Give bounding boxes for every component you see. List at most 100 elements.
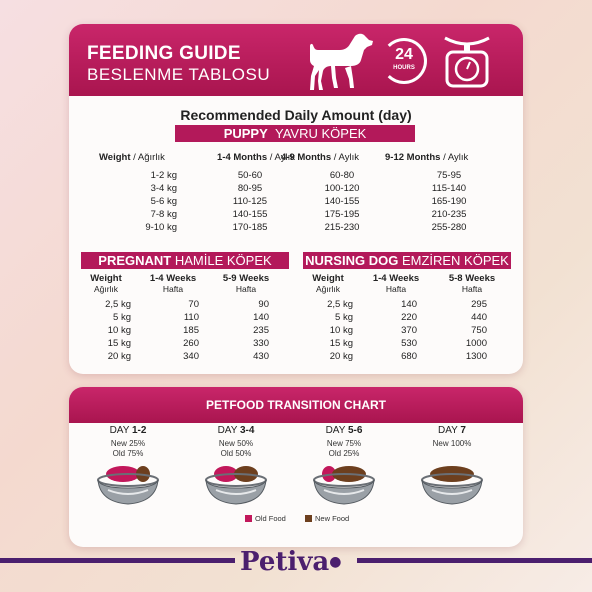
bowl-shine — [107, 489, 149, 495]
title-tr: BESLENME TABLOSU — [87, 65, 271, 84]
bowl-body — [97, 479, 159, 505]
bowl-body — [205, 479, 267, 505]
nursing-header-5-8: 5-8 Weeks Hafta — [448, 273, 496, 295]
bowl-graphic — [313, 466, 375, 505]
puppy-cell: 210-235 — [431, 209, 467, 220]
nursing-cell: 370 — [401, 325, 417, 336]
puppy-section-bar: PUPPY YAVRU KÖPEK — [175, 125, 415, 142]
24-hours-icon: 24 HOURS — [381, 38, 427, 84]
pregnant-cell: 430 — [253, 351, 269, 362]
puppy-cell: 5-6 kg — [150, 196, 177, 207]
pregnant-label-tr: HAMİLE KÖPEK — [174, 253, 272, 268]
nursing-cell: 440 — [471, 312, 487, 323]
nursing-section-bar: NURSING DOG EMZİREN KÖPEK — [303, 252, 511, 269]
pregnant-cell: 235 — [253, 325, 269, 336]
pregnant-cell: 330 — [253, 338, 269, 349]
puppy-cell: 140-155 — [232, 209, 268, 220]
pregnant-cell: 260 — [183, 338, 199, 349]
legend-old-food: Old Food — [245, 514, 286, 523]
nursing-cell: 295 — [471, 299, 487, 310]
puppy-cell: 60-80 — [329, 170, 355, 181]
feeding-guide-header: FEEDING GUIDE BESLENME TABLOSU 24 HOURS — [69, 24, 523, 96]
transition-header: PETFOOD TRANSITION CHART — [69, 387, 523, 423]
nursing-header-1-4: 1-4 Weeks Hafta — [372, 273, 420, 295]
legend-new-food: New Food — [305, 514, 349, 523]
day-label: DAY 5-6 — [325, 425, 363, 436]
food-bowl-day-5-6 — [309, 460, 379, 510]
recommended-daily-amount-title: Recommended Daily Amount (day) — [180, 107, 412, 123]
nursing-label-en: NURSING DOG — [305, 253, 399, 268]
bowl-graphic — [205, 466, 267, 505]
day-label: DAY 7 — [438, 425, 466, 436]
food-bowl-day-7 — [417, 460, 487, 510]
pregnant-cell: 340 — [183, 351, 199, 362]
puppy-cell: 50-60 — [237, 170, 263, 181]
pregnant-cell: 2,5 kg — [105, 299, 131, 310]
puppy-cell: 115-140 — [431, 183, 467, 194]
bowl-shine — [431, 489, 473, 495]
puppy-cell: 215-230 — [324, 222, 360, 233]
day-mix: New 75% Old 25% — [326, 439, 362, 458]
title-en: FEEDING GUIDE — [87, 43, 241, 64]
puppy-header-weight: Weight / Ağırlık — [99, 152, 165, 163]
puppy-cell: 80-95 — [237, 183, 263, 194]
pregnant-cell: 15 kg — [107, 338, 131, 349]
nursing-header-weight: Weight Ağırlık — [312, 273, 344, 295]
puppy-cell: 3-4 kg — [150, 183, 177, 194]
nursing-cell: 5 kg — [335, 312, 353, 323]
puppy-header-4-9: 4-9 Months / Aylık — [281, 152, 359, 163]
puppy-cell: 100-120 — [324, 183, 360, 194]
food-bowl-day-3-4 — [201, 460, 271, 510]
transition-chart-card: PETFOOD TRANSITION CHART DAY 1-2 New 25%… — [69, 387, 523, 547]
nursing-cell: 220 — [401, 312, 417, 323]
day-mix: New 25% Old 75% — [110, 439, 146, 458]
puppy-cell: 75-95 — [436, 170, 462, 181]
puppy-cell: 140-155 — [324, 196, 360, 207]
pregnant-label-en: PREGNANT — [98, 253, 172, 268]
puppy-header-1-4: 1-4 Months / Aylık — [217, 152, 295, 163]
dog-icon — [310, 33, 373, 90]
puppy-cell: 165-190 — [431, 196, 467, 207]
puppy-cell: 170-185 — [232, 222, 268, 233]
pregnant-cell: 10 kg — [107, 325, 131, 336]
pregnant-cell: 140 — [253, 312, 269, 323]
food-bowl-day-1-2 — [93, 460, 163, 510]
pregnant-header-5-9: 5-9 Weeks Hafta — [222, 273, 270, 295]
nursing-cell: 530 — [401, 338, 417, 349]
paw-icon: ● — [329, 554, 342, 570]
nursing-cell: 15 kg — [329, 338, 353, 349]
puppy-header-9-12: 9-12 Months / Aylık — [385, 152, 469, 163]
transition-title: PETFOOD TRANSITION CHART — [206, 398, 386, 412]
day-label: DAY 1-2 — [109, 425, 147, 436]
clock-number: 24 — [395, 46, 413, 63]
old-food-swatch — [245, 515, 252, 522]
footer-stripe-left — [0, 558, 235, 563]
bowl-body — [421, 479, 483, 505]
puppy-cell: 175-195 — [324, 209, 360, 220]
nursing-cell: 10 kg — [329, 325, 353, 336]
scale-icon — [444, 36, 490, 88]
nursing-cell: 1000 — [465, 338, 487, 349]
bowl-shine — [323, 489, 365, 495]
petiva-logo: Petiva● — [240, 547, 342, 577]
nursing-cell: 20 kg — [329, 351, 353, 362]
nursing-cell: 1300 — [465, 351, 487, 362]
puppy-cell: 255-280 — [431, 222, 467, 233]
pregnant-cell: 5 kg — [113, 312, 131, 323]
pregnant-cell: 185 — [183, 325, 199, 336]
pregnant-cell: 110 — [183, 312, 199, 323]
puppy-cell: 1-2 kg — [150, 170, 177, 181]
puppy-cell: 9-10 kg — [145, 222, 177, 233]
day-label: DAY 3-4 — [217, 425, 255, 436]
footer-stripe-right — [357, 558, 592, 563]
new-food-swatch — [305, 515, 312, 522]
pregnant-cell: 90 — [258, 299, 269, 310]
bowl-graphic — [97, 466, 159, 505]
nursing-label-tr: EMZİREN KÖPEK — [401, 253, 509, 268]
nursing-cell: 750 — [471, 325, 487, 336]
puppy-label-tr: YAVRU KÖPEK — [275, 126, 367, 141]
feeding-guide-card: FEEDING GUIDE BESLENME TABLOSU 24 HOURS … — [69, 24, 523, 374]
day-mix: New 100% — [432, 439, 472, 448]
nursing-cell: 140 — [401, 299, 417, 310]
day-mix: New 50% Old 50% — [218, 439, 254, 458]
